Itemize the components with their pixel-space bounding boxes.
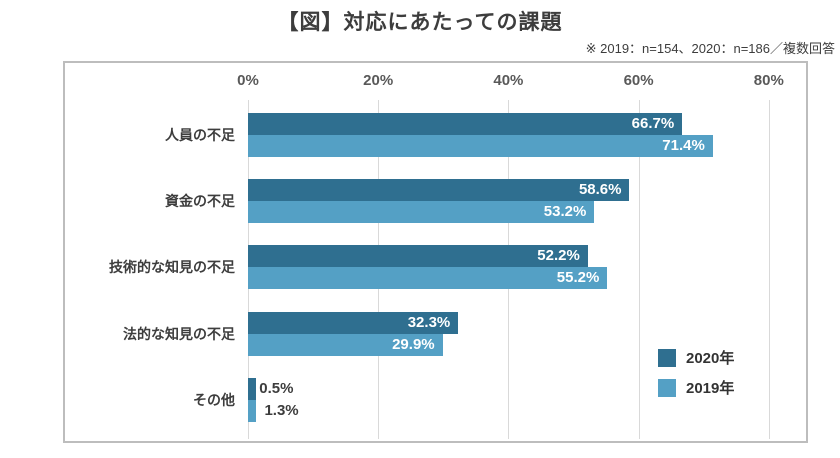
bar-2019年-value-label: 71.4% — [248, 135, 713, 157]
x-tick-label-0: 0% — [237, 72, 259, 89]
gridline-80 — [768, 100, 770, 439]
sample-size-note: ※ 2019：n=154、2020：n=186／複数回答 — [585, 41, 835, 56]
category-label: 法的な知見の不足 — [123, 325, 235, 342]
category-label: その他 — [193, 391, 235, 408]
bar-2020年 — [248, 377, 256, 400]
legend-item-2020年: 2020年 — [658, 347, 734, 368]
bar-2019年-value-label: 1.3% — [264, 401, 299, 419]
bar-2020年-value-label: 66.7% — [248, 113, 683, 135]
legend-label-2019年: 2019年 — [686, 380, 735, 397]
x-tick-label-40: 40% — [493, 72, 524, 89]
bar-2020年-value-label: 52.2% — [248, 245, 588, 268]
legend: 2020年 2019年 — [658, 347, 734, 398]
chart-title: 【図】対応にあたっての課題 — [277, 11, 563, 34]
gridline-60 — [638, 100, 640, 439]
legend-item-2019年: 2019年 — [658, 377, 734, 398]
x-tick-label-80: 80% — [753, 72, 784, 89]
bar-2019年-value-label: 53.2% — [248, 201, 595, 224]
bar-2019年-value-label: 55.2% — [248, 267, 608, 290]
bar-2019年 — [248, 399, 257, 422]
bar-2019年-value-label: 29.9% — [248, 333, 443, 356]
bar-2020年-value-label: 0.5% — [259, 379, 294, 397]
legend-swatch-2019年 — [658, 378, 676, 397]
chart-area: 0% 20% 40% 60% 80% 人員の不足 66.7% 71.4% 資金の不足 58.6% 5… — [63, 61, 808, 443]
category-label: 人員の不足 — [165, 127, 235, 143]
bar-2020年-value-label: 32.3% — [248, 311, 459, 334]
legend-swatch-2020年 — [658, 348, 676, 367]
x-tick-label-20: 20% — [363, 72, 394, 89]
bar-2020年-value-label: 58.6% — [248, 179, 630, 202]
legend-label-2020年: 2020年 — [686, 350, 735, 367]
category-label: 技術的な知見の不足 — [109, 259, 235, 276]
x-tick-label-60: 60% — [623, 72, 654, 89]
category-label: 資金の不足 — [165, 193, 235, 210]
